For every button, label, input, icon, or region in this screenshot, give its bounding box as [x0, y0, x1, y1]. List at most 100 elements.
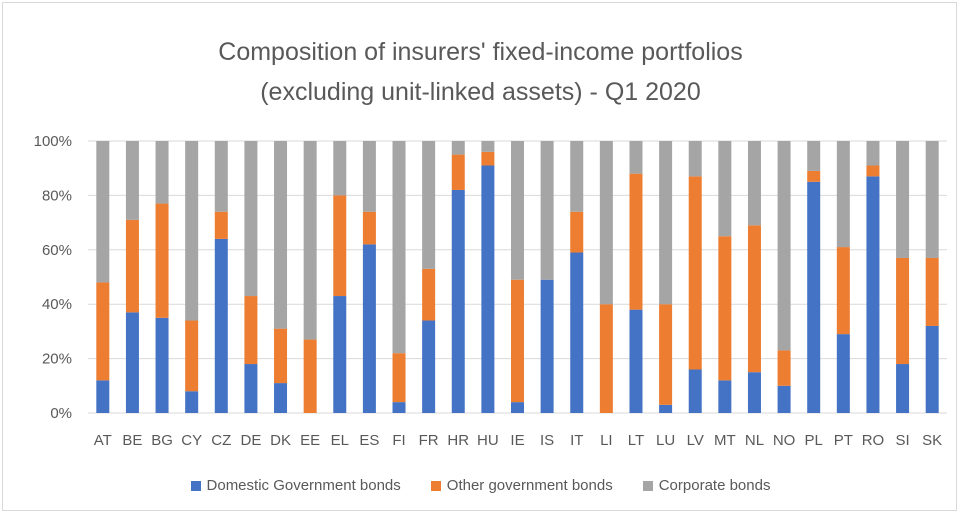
bar-segment-hu-0 [481, 165, 495, 413]
bar-segment-ee-2 [303, 141, 317, 340]
x-tick-label: FI [392, 432, 405, 449]
y-tick-label: 0% [50, 405, 72, 422]
bar-segment-el-1 [333, 195, 347, 297]
x-tick-label: LT [628, 432, 644, 449]
x-tick-label: PT [834, 432, 853, 449]
bar-segment-be-2 [125, 141, 139, 220]
bar-segment-ro-1 [866, 165, 880, 177]
x-tick-label: LI [600, 432, 613, 449]
bar-segment-nl-2 [747, 141, 761, 226]
x-tick-label: NO [773, 432, 796, 449]
y-tick-label: 100% [34, 133, 72, 150]
bar-segment-lv-1 [688, 176, 702, 370]
legend-label-other-government: Other government bonds [446, 477, 613, 494]
bar-segment-el-2 [333, 141, 347, 196]
bar-segment-fr-1 [422, 268, 436, 321]
x-tick-label: CY [181, 432, 202, 449]
legend-swatch-domestic [190, 480, 201, 491]
bar-segment-li-1 [599, 304, 613, 413]
bar-segment-nl-0 [747, 372, 761, 413]
bar-segment-si-0 [896, 364, 910, 413]
x-tick-label: DK [270, 432, 291, 449]
bar-segment-dk-1 [274, 328, 288, 384]
x-tick-label: AT [94, 432, 112, 449]
legend-item-domestic[interactable]: Domestic Government bonds [190, 477, 401, 494]
x-tick-label: HR [447, 432, 469, 449]
bar-segment-at-0 [96, 380, 110, 413]
y-axis-ticks: 0% 20% 40% 60% 80% 100% [34, 133, 72, 422]
legend-swatch-other-government [430, 480, 441, 491]
bar-segment-sk-2 [925, 141, 939, 258]
bar-segment-be-1 [125, 219, 139, 313]
bar-segment-cz-0 [214, 238, 228, 413]
x-tick-label: FR [419, 432, 439, 449]
x-tick-label: ES [359, 432, 379, 449]
bar-segment-fi-2 [392, 141, 406, 354]
bar-segment-ie-1 [511, 279, 524, 403]
x-tick-label: DE [240, 432, 261, 449]
x-tick-label: NL [745, 432, 764, 449]
legend-item-other-government[interactable]: Other government bonds [430, 477, 613, 494]
bar-segment-ro-0 [866, 176, 880, 413]
bar-segment-si-1 [896, 257, 910, 365]
bar-segment-fr-0 [422, 320, 436, 413]
bar-segment-de-1 [244, 296, 258, 365]
bar-segment-mt-1 [718, 236, 732, 381]
bar-segment-be-0 [125, 312, 139, 413]
bar-segment-cy-1 [185, 320, 199, 392]
bar-segment-lt-1 [629, 173, 643, 310]
bar-segment-ie-0 [511, 402, 524, 413]
bar-segment-pl-1 [807, 170, 821, 182]
bar-segment-bg-0 [155, 317, 169, 413]
bar-segment-el-0 [333, 296, 347, 413]
y-tick-label: 40% [42, 296, 72, 313]
bar-segment-no-2 [777, 141, 791, 351]
bar-segment-pt-2 [836, 141, 850, 248]
bar-segment-no-1 [777, 350, 791, 386]
bar-segment-si-2 [896, 141, 910, 258]
x-tick-label: EL [331, 432, 349, 449]
bar-segment-es-1 [362, 211, 376, 245]
x-axis-ticks: AT BE BG CY CZ DE DK EE EL ES FI FR HR HU IE IS IT LI LT LU… [94, 432, 942, 449]
x-tick-label: IS [540, 432, 554, 449]
bar-segment-hu-1 [481, 151, 495, 166]
bar-segment-lu-0 [659, 404, 673, 413]
bar-segment-de-0 [244, 364, 258, 413]
bar-segment-mt-0 [718, 380, 732, 413]
bar-segment-hr-1 [451, 154, 465, 190]
y-tick-label: 80% [42, 187, 72, 204]
bar-segment-sk-1 [925, 257, 939, 326]
bar-segment-hu-2 [481, 141, 495, 152]
bar-segment-dk-0 [274, 383, 288, 413]
bar-segment-mt-2 [718, 141, 732, 237]
bar-segment-bg-1 [155, 203, 169, 318]
bar-segment-at-1 [96, 282, 110, 381]
chart-title: Composition of insurers' fixed-income po… [218, 38, 743, 66]
bar-segment-cy-2 [185, 141, 199, 321]
x-tick-label: IE [510, 432, 524, 449]
bar-segment-it-0 [570, 252, 584, 413]
bar-segment-de-2 [244, 141, 258, 297]
x-tick-label: MT [714, 432, 736, 449]
bar-segment-cz-2 [214, 141, 228, 212]
bar-segment-bg-2 [155, 141, 169, 204]
legend-item-corporate[interactable]: Corporate bonds [642, 477, 770, 494]
bar-segment-it-1 [570, 211, 584, 253]
bar-segment-pl-2 [807, 141, 821, 171]
bar-segment-dk-2 [274, 141, 288, 329]
x-tick-label: HU [477, 432, 499, 449]
bar-segment-cy-0 [185, 391, 199, 413]
bars [96, 141, 939, 413]
x-tick-label: CZ [211, 432, 231, 449]
x-tick-label: PL [805, 432, 823, 449]
x-tick-label: BG [151, 432, 173, 449]
bar-segment-es-2 [362, 141, 376, 212]
y-tick-label: 60% [42, 242, 72, 259]
x-tick-label: BE [122, 432, 142, 449]
legend-swatch-corporate [642, 480, 653, 491]
y-tick-label: 20% [42, 351, 72, 368]
legend-label-domestic: Domestic Government bonds [206, 477, 401, 494]
bar-segment-ro-2 [866, 141, 880, 166]
bar-segment-cz-1 [214, 211, 228, 239]
